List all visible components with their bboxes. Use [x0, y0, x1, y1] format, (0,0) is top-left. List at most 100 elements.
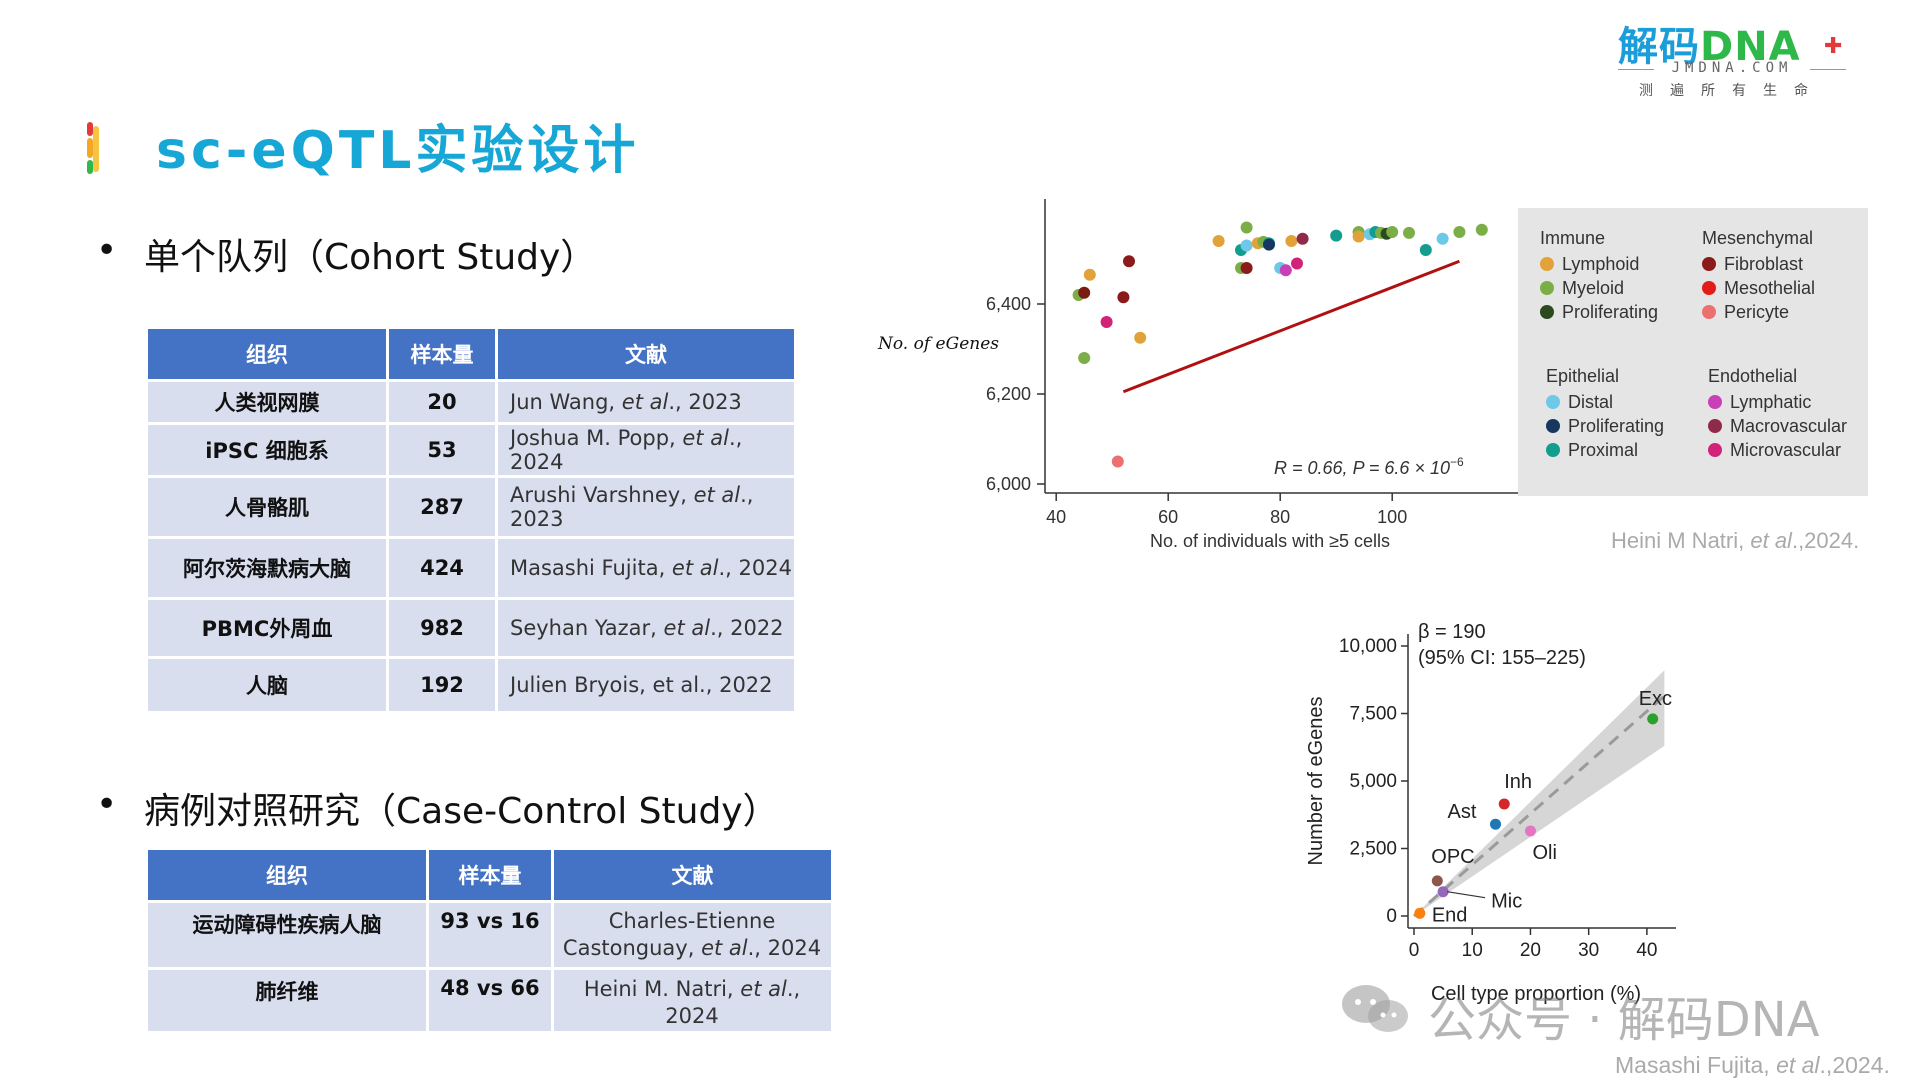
- trend-line: [1122, 259, 1460, 394]
- data-point: [1078, 286, 1091, 299]
- ci-annotation: (95% CI: 155–225): [1418, 647, 1586, 669]
- x-axis-label: Cell type proportion (%): [1431, 983, 1641, 1005]
- legend-dot-icon: [1702, 281, 1716, 295]
- legend-item: Lymphatic: [1708, 392, 1847, 416]
- data-point: [1431, 875, 1443, 887]
- data-point: [1240, 262, 1253, 274]
- data-point: [1414, 907, 1426, 919]
- col-header-sample-size: 样本量: [429, 850, 551, 900]
- legend-dot-icon: [1702, 305, 1716, 319]
- point-label: Ast: [1448, 801, 1477, 823]
- point-label: Exc: [1639, 688, 1672, 710]
- bullet-icon: •: [96, 784, 118, 825]
- y-tick-label: 5,000: [1349, 771, 1397, 792]
- legend-label: Proliferating: [1568, 416, 1665, 436]
- legend-item: Fibroblast: [1702, 254, 1815, 278]
- x-axis-label: No. of individuals with ≥5 cells: [1150, 531, 1390, 551]
- section-heading-case-control: • 病例对照研究（Case-Control Study）: [96, 784, 779, 832]
- data-point: [1240, 239, 1253, 252]
- label-leader-line: [1447, 891, 1486, 899]
- data-point: [1078, 352, 1091, 364]
- cell-tissue: 人类视网膜: [148, 382, 386, 422]
- x-tick-label: 40: [1046, 507, 1066, 527]
- data-point: [1296, 232, 1309, 245]
- cell-reference: Masashi Fujita, et al., 2024: [498, 539, 794, 597]
- data-point: [1436, 232, 1449, 245]
- legend-dot-icon: [1546, 443, 1560, 457]
- cell-sample-size: 424: [389, 539, 495, 597]
- x-tick-label: 0: [1409, 940, 1420, 961]
- data-point: [1386, 226, 1399, 238]
- legend-dot-icon: [1540, 257, 1554, 271]
- legend-label: Mesothelial: [1724, 278, 1816, 298]
- legend-group: Immune Lymphoid Myeloid Proliferating: [1540, 228, 1658, 326]
- data-point: [1647, 713, 1659, 725]
- legend-group-title: Epithelial: [1546, 366, 1620, 386]
- legend-label: Proximal: [1568, 440, 1639, 460]
- legend-dot-icon: [1546, 395, 1560, 409]
- y-tick-label: 7,500: [1349, 704, 1397, 725]
- celltype-egenes-chart: 0 2,500 5,000 7,500 10,000 0 10 20 30 40 Cell type…: [1305, 621, 1676, 1005]
- data-point: [1403, 226, 1415, 239]
- table-row: 人类视网膜 20 Jun Wang, et al., 2023: [148, 382, 794, 422]
- wechat-icon: [1342, 985, 1408, 1032]
- legend-dot-icon: [1708, 395, 1722, 409]
- legend-label: Lymphatic: [1730, 392, 1812, 412]
- case-control-table: 组织 样本量 文献 运动障碍性疾病人脑 93 vs 16 Charles-Eti…: [145, 847, 834, 1034]
- egenes-scatter-chart: 6,000 6,200 6,400 40 60 80 100 No. of individua…: [986, 199, 1553, 551]
- cell-sample-size: 982: [389, 600, 495, 656]
- data-point: [1279, 264, 1292, 277]
- legend-dot-icon: [1540, 281, 1554, 295]
- fit-line: [1413, 694, 1666, 918]
- legend-label: Microvascular: [1730, 440, 1842, 460]
- cell-sample-size: 287: [389, 478, 495, 536]
- point-label: Inh: [1504, 771, 1532, 793]
- legend-item: Lymphoid: [1540, 254, 1658, 278]
- table-row: 肺纤维 48 vs 66 Heini M. Natri, et al., 202…: [148, 970, 831, 1031]
- data-point: [1490, 818, 1502, 830]
- table-header-row: 组织 样本量 文献: [148, 329, 794, 379]
- legend-dot-icon: [1546, 419, 1560, 433]
- cell-reference: Seyhan Yazar, et al., 2022: [498, 600, 794, 656]
- data-point: [1263, 238, 1275, 251]
- logo-cross-icon: ✚: [1824, 34, 1843, 59]
- x-tick-label: 20: [1520, 940, 1541, 961]
- point-label: OPC: [1431, 846, 1474, 868]
- x-tick-label: 10: [1462, 940, 1483, 961]
- table-row: 运动障碍性疾病人脑 93 vs 16 Charles-Etienne Caston…: [148, 903, 831, 967]
- legend-group: Epithelial Distal Proliferating Proximal: [1546, 366, 1664, 464]
- cell-sample-size: 48 vs 66: [429, 970, 551, 1031]
- y-tick-label: 6,000: [986, 474, 1031, 494]
- chart1-ylabel: No. of eGenes: [878, 334, 999, 354]
- title-accent-bars: [87, 122, 101, 174]
- data-point: [1240, 221, 1253, 234]
- data-point: [1111, 455, 1124, 468]
- data-point: [1475, 223, 1488, 236]
- data-point: [1330, 229, 1343, 242]
- col-header-sample-size: 样本量: [389, 329, 495, 379]
- legend-dot-icon: [1708, 419, 1722, 433]
- logo-wordmark: 解码DNA: [1618, 24, 1801, 70]
- page-title: sc-eQTL实验设计: [156, 121, 640, 181]
- legend-group-title: Endothelial: [1708, 366, 1798, 386]
- legend-label: Pericyte: [1724, 302, 1790, 322]
- data-point: [1352, 230, 1365, 243]
- brand-logo[interactable]: 解码DNA ✚ JMDNA.COM 测遍所有生命: [1618, 14, 1848, 99]
- x-tick-label: 80: [1270, 507, 1290, 527]
- legend-dot-icon: [1702, 257, 1716, 271]
- bullet-icon: •: [96, 230, 118, 271]
- legend-item: Macrovascular: [1708, 416, 1847, 440]
- table-row: PBMC外周血 982 Seyhan Yazar, et al., 2022: [148, 600, 794, 656]
- cell-tissue: 运动障碍性疾病人脑: [148, 903, 426, 967]
- x-tick-label: 100: [1377, 507, 1407, 527]
- data-point: [1212, 235, 1225, 247]
- legend-item: Proliferating: [1540, 302, 1658, 326]
- legend-item: Proximal: [1546, 440, 1664, 464]
- logo-tagline: 测遍所有生命: [1639, 83, 1825, 99]
- cell-reference: Charles-Etienne Castonguay, et al., 2024: [554, 903, 831, 967]
- legend-item: Proliferating: [1546, 416, 1664, 440]
- y-tick-label: 6,400: [986, 294, 1031, 314]
- cell-sample-size: 20: [389, 382, 495, 422]
- beta-annotation: β = 190: [1418, 621, 1486, 643]
- confidence-band: [1414, 670, 1665, 916]
